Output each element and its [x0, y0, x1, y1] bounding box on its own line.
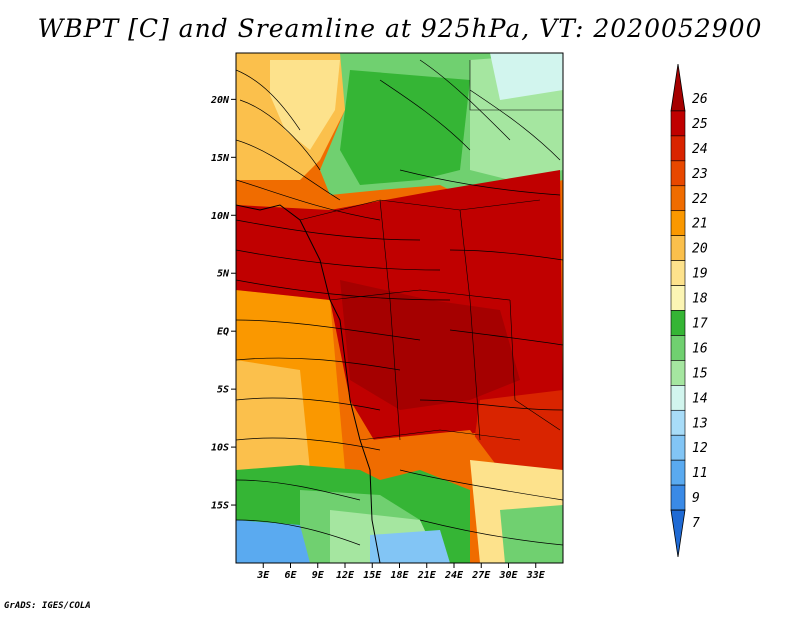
lon-tick-label: 24E [444, 570, 464, 581]
colorbar-label: 20 [692, 242, 708, 257]
colorbar-label: 21 [692, 217, 708, 232]
field-region-sahara-darkgreen [340, 70, 470, 185]
colorbar-label: 12 [692, 441, 708, 456]
longitude-axis: 3E 6E 9E 12E 15E 18E 21E 24E 27E 30E 33E [256, 563, 546, 581]
colorbar-swatch [670, 285, 686, 311]
lon-tick-label: 6E [284, 570, 297, 581]
field-region-southeast-green [500, 505, 563, 563]
colorbar-label: 15 [692, 366, 708, 381]
lat-tick-label: 5N [217, 269, 230, 280]
grads-credit: GrADS: IGES/COLA [4, 601, 91, 611]
colorbar-swatch [670, 110, 686, 137]
colorbar-label: 26 [692, 92, 708, 107]
colorbar-label: 22 [692, 192, 708, 207]
colorbar-swatch [670, 135, 686, 162]
colorbar-label: 11 [692, 466, 708, 481]
colorbar-swatch [670, 210, 686, 236]
colorbar-label: 25 [692, 117, 708, 132]
lon-tick-label: 33E [526, 570, 546, 581]
field-region-sahara-cyan [490, 53, 563, 100]
field-region-sahara-pale [270, 60, 340, 150]
country-borders [299, 60, 563, 441]
colorbar-swatch [670, 385, 686, 411]
lat-tick-label: 20N [210, 95, 230, 106]
colorbar-swatch [670, 185, 686, 212]
lon-tick-label: 30E [498, 570, 518, 581]
chart-title: WBPT [C] and Sreamline at 925hPa, VT: 20… [37, 14, 763, 43]
colorbar-top-arrow [670, 63, 686, 112]
colorbar-swatch [670, 235, 686, 261]
colorbar-swatch [670, 160, 686, 187]
lon-tick-label: 12E [336, 570, 355, 581]
lat-tick-label: 15N [211, 153, 230, 164]
latitude-axis: 20N 15N 10N 5N EQ 5S 10S 15S [210, 95, 236, 512]
colorbar-label: 18 [692, 292, 708, 307]
colorbar-swatch [670, 335, 686, 361]
colorbar-swatch [670, 310, 686, 336]
colorbar-label: 9 [692, 491, 700, 506]
colorbar-bottom-arrow [670, 509, 686, 558]
colorbar-label: 23 [692, 167, 708, 182]
colorbar-swatch [670, 260, 686, 286]
lon-tick-label: 9E [312, 570, 325, 581]
field-region-southwest-blue [236, 520, 310, 563]
colorbar: 26 25 24 23 22 21 20 19 18 17 16 15 14 13 12 11 9 7 [670, 63, 708, 558]
colorbar-label: 17 [692, 316, 708, 331]
colorbar-swatch [670, 409, 686, 436]
lat-tick-label: 10N [211, 211, 230, 222]
field-region-south-blue [370, 530, 450, 563]
lat-tick-label: 5S [217, 385, 229, 396]
colorbar-label: 7 [692, 516, 700, 531]
lat-tick-label: EQ [217, 327, 229, 338]
lon-tick-label: 15E [363, 570, 382, 581]
colorbar-label: 19 [692, 267, 708, 282]
colorbar-label: 24 [692, 142, 708, 157]
lat-tick-label: 10S [211, 443, 229, 454]
field-region-south-orange [370, 430, 500, 500]
field-region-core-darkred [340, 280, 520, 410]
colorbar-label: 14 [692, 391, 708, 406]
colorbar-label: 16 [692, 341, 708, 356]
streamlines [236, 59, 563, 546]
coastline [236, 204, 381, 563]
lat-tick-label: 15S [211, 501, 229, 512]
colorbar-swatch [670, 484, 686, 511]
lon-tick-label: 3E [256, 570, 270, 581]
lon-tick-label: 27E [471, 570, 491, 581]
field-region-atlantic-pale [236, 360, 310, 475]
colorbar-label: 13 [692, 416, 708, 431]
lon-tick-label: 21E [417, 570, 437, 581]
colorbar-swatch [670, 459, 686, 486]
colorbar-swatch [670, 360, 686, 386]
colorbar-swatch [670, 434, 686, 461]
wbpt-field [236, 53, 563, 563]
lon-tick-label: 18E [390, 570, 409, 581]
